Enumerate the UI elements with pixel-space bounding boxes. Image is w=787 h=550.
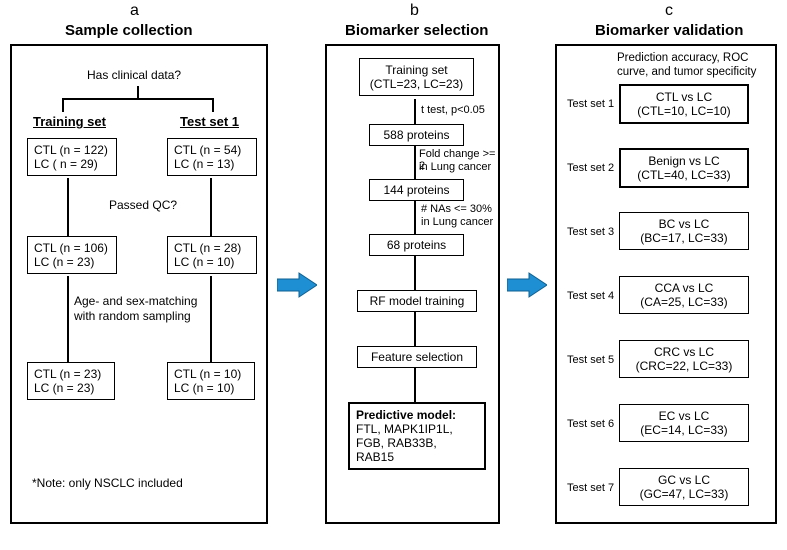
b-box2: 588 proteins <box>369 124 464 146</box>
train-box1-l1: CTL (n = 122) <box>34 143 110 157</box>
match-l1: Age- and sex-matching <box>74 294 197 308</box>
c-set3-l1: BC vs LC <box>626 217 742 231</box>
b-box3: 144 proteins <box>369 179 464 201</box>
c-set3-l2: (BC=17, LC=33) <box>626 231 742 245</box>
test-box2: CTL (n = 28) LC (n = 10) <box>167 236 257 274</box>
c-set1-label: Test set 1 <box>567 98 614 110</box>
b-edge1: t test, p<0.05 <box>421 104 485 116</box>
c-set1-l2: (CTL=10, LC=10) <box>627 104 741 118</box>
panel-b-label: b <box>410 2 419 20</box>
b-edge3-l2: in Lung cancer <box>421 216 493 228</box>
line <box>212 98 214 112</box>
panel-a-box: Has clinical data? Training set Test set… <box>10 44 268 524</box>
clinical-question: Has clinical data? <box>87 68 181 82</box>
b-box1-l2: (CTL=23, LC=23) <box>366 77 467 91</box>
match-l2: with random sampling <box>74 309 191 323</box>
train-box2-l2: LC (n = 23) <box>34 255 110 269</box>
c-set6-label: Test set 6 <box>567 418 614 430</box>
train-box3-l2: LC (n = 23) <box>34 381 108 395</box>
c-set4-label: Test set 4 <box>567 290 614 302</box>
training-set-title: Training set <box>22 114 117 129</box>
c-set4-l2: (CA=25, LC=33) <box>626 295 742 309</box>
train-box2-l1: CTL (n = 106) <box>34 241 110 255</box>
b-box7-l1: FTL, MAPK1IP1L, <box>356 422 478 436</box>
test-box1-l1: CTL (n = 54) <box>174 143 250 157</box>
c-set1-box: CTL vs LC (CTL=10, LC=10) <box>619 84 749 124</box>
train-box2: CTL (n = 106) LC (n = 23) <box>27 236 117 274</box>
b-box1: Training set (CTL=23, LC=23) <box>359 58 474 96</box>
train-box3: CTL (n = 23) LC (n = 23) <box>27 362 115 400</box>
c-header-l1: Prediction accuracy, ROC <box>617 52 748 64</box>
panel-c-box: Prediction accuracy, ROC curve, and tumo… <box>555 44 777 524</box>
line <box>67 276 69 362</box>
test-box3: CTL (n = 10) LC (n = 10) <box>167 362 255 400</box>
c-set5-box: CRC vs LC (CRC=22, LC=33) <box>619 340 749 378</box>
test-box2-l1: CTL (n = 28) <box>174 241 250 255</box>
b-box7: Predictive model: FTL, MAPK1IP1L, FGB, R… <box>348 402 486 470</box>
c-set3-label: Test set 3 <box>567 226 614 238</box>
c-set5-label: Test set 5 <box>567 354 614 366</box>
panel-a-label: a <box>130 2 139 20</box>
line <box>62 98 212 100</box>
b-box5: RF model training <box>357 290 477 312</box>
line <box>210 178 212 236</box>
c-set6-l1: EC vs LC <box>626 409 742 423</box>
c-set6-l2: (EC=14, LC=33) <box>626 423 742 437</box>
c-set7-l2: (GC=47, LC=33) <box>626 487 742 501</box>
c-set2-label: Test set 2 <box>567 162 614 174</box>
arrow-right-icon <box>507 270 547 300</box>
test-box3-l1: CTL (n = 10) <box>174 367 248 381</box>
test-box1: CTL (n = 54) LC (n = 13) <box>167 138 257 176</box>
panel-c-label: c <box>665 2 673 20</box>
c-set2-l1: Benign vs LC <box>627 154 741 168</box>
c-set2-box: Benign vs LC (CTL=40, LC=33) <box>619 148 749 188</box>
note: *Note: only NSCLC included <box>32 476 183 490</box>
c-set2-l2: (CTL=40, LC=33) <box>627 168 741 182</box>
line <box>137 86 139 98</box>
line <box>210 276 212 362</box>
test-set-title: Test set 1 <box>162 114 257 129</box>
line <box>67 178 69 236</box>
c-set5-l1: CRC vs LC <box>626 345 742 359</box>
line <box>62 98 64 112</box>
b-box4: 68 proteins <box>369 234 464 256</box>
c-set6-box: EC vs LC (EC=14, LC=33) <box>619 404 749 442</box>
c-set4-box: CCA vs LC (CA=25, LC=33) <box>619 276 749 314</box>
c-set7-box: GC vs LC (GC=47, LC=33) <box>619 468 749 506</box>
c-set4-l1: CCA vs LC <box>626 281 742 295</box>
qc-label: Passed QC? <box>109 198 177 212</box>
test-box1-l2: LC (n = 13) <box>174 157 250 171</box>
line <box>414 99 416 124</box>
line <box>414 368 416 402</box>
c-set7-label: Test set 7 <box>567 482 614 494</box>
test-box3-l2: LC (n = 10) <box>174 381 248 395</box>
line <box>414 312 416 346</box>
arrow-right-icon <box>277 270 317 300</box>
c-set7-l1: GC vs LC <box>626 473 742 487</box>
line <box>414 256 416 290</box>
b-box7-l2: FGB, RAB33B, RAB15 <box>356 436 478 464</box>
b-box1-l1: Training set <box>366 63 467 77</box>
b-edge3-l1: # NAs <= 30% <box>421 203 492 215</box>
train-box1-l2: LC ( n = 29) <box>34 157 110 171</box>
c-set3-box: BC vs LC (BC=17, LC=33) <box>619 212 749 250</box>
train-box1: CTL (n = 122) LC ( n = 29) <box>27 138 117 176</box>
train-box3-l1: CTL (n = 23) <box>34 367 108 381</box>
line <box>414 201 416 234</box>
b-box7-title: Predictive model: <box>356 408 478 422</box>
panel-b-box: Training set (CTL=23, LC=23) t test, p<0… <box>325 44 500 524</box>
panel-c-title: Biomarker validation <box>595 22 743 39</box>
b-box6: Feature selection <box>357 346 477 368</box>
c-header-l2: curve, and tumor specificity <box>617 66 756 78</box>
test-box2-l2: LC (n = 10) <box>174 255 250 269</box>
b-edge2-l2: in Lung cancer <box>419 161 491 173</box>
panel-a-title: Sample collection <box>65 22 193 39</box>
panel-b-title: Biomarker selection <box>345 22 488 39</box>
c-set1-l1: CTL vs LC <box>627 90 741 104</box>
line <box>414 146 416 179</box>
c-set5-l2: (CRC=22, LC=33) <box>626 359 742 373</box>
